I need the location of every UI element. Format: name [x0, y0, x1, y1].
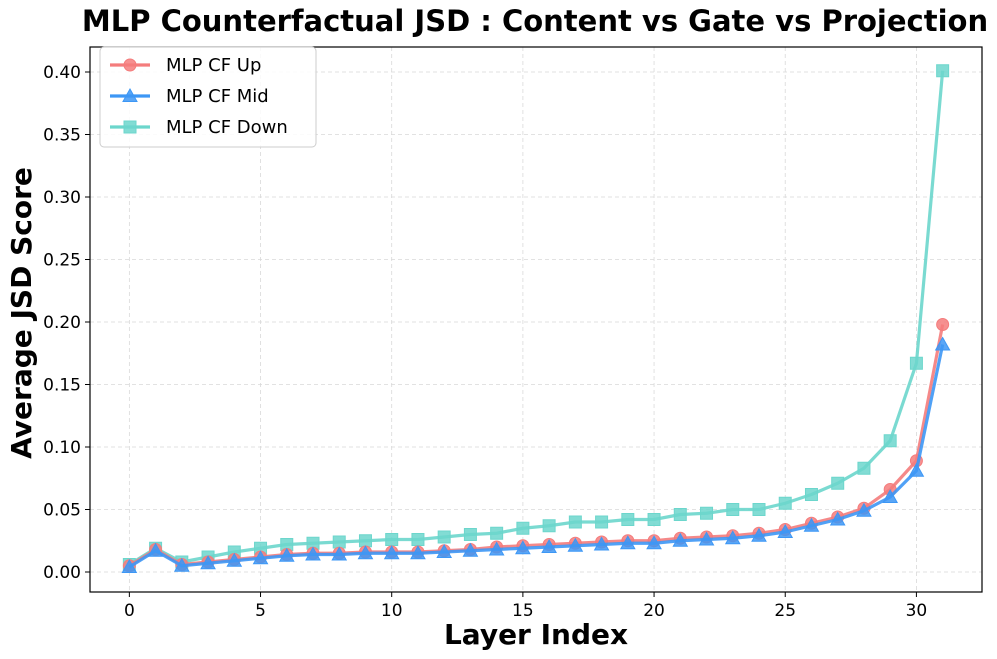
x-tick-label: 20: [643, 601, 665, 621]
data-point-mlp-cf-mid: [488, 541, 505, 556]
data-point-mlp-cf-up: [936, 318, 950, 331]
data-point-mlp-cf-down: [752, 503, 766, 516]
legend-box: [99, 46, 317, 148]
data-point-mlp-cf-mid: [934, 336, 951, 351]
data-point-mlp-cf-mid: [462, 542, 479, 557]
data-point-mlp-cf-mid: [908, 462, 925, 477]
legend-item-mlp-cf-mid: MLP CF Mid: [110, 86, 269, 107]
data-point-mlp-cf-mid: [331, 546, 348, 561]
y-tick-label: 0.20: [43, 313, 81, 333]
data-point-mlp-cf-mid: [777, 523, 794, 538]
legend-label: MLP CF Mid: [166, 86, 269, 107]
data-point-mlp-cf-mid: [567, 537, 584, 552]
data-point-mlp-cf-mid: [147, 542, 164, 557]
data-point-mlp-cf-down: [385, 533, 399, 546]
x-tick-label: 10: [381, 601, 403, 621]
y-axis-label: Average JSD Score: [5, 167, 38, 459]
legend-label: MLP CF Down: [166, 117, 288, 138]
axis-ticks: 0 5 10 15 20 25 30 0.00 0.05 0.10 0.15 0.20 0.25 0.30…: [43, 63, 927, 621]
series-layer: [121, 64, 951, 573]
data-point-mlp-cf-mid: [829, 511, 846, 526]
series-line-mlp-cf-up: [128, 324, 945, 568]
legend-label: MLP CF Up: [166, 55, 261, 76]
series-mlp-cf-mid: [121, 336, 951, 573]
data-point-mlp-cf-mid: [436, 543, 453, 558]
y-tick-label: 0.00: [43, 563, 81, 583]
data-point-mlp-cf-mid: [200, 555, 216, 570]
data-point-mlp-cf-mid: [357, 545, 374, 560]
data-point-mlp-cf-mid: [515, 540, 531, 555]
y-tick-label: 0.10: [43, 438, 81, 458]
x-tick-label: 5: [255, 601, 266, 621]
data-point-mlp-cf-down: [542, 519, 556, 533]
data-point-mlp-cf-mid: [856, 502, 872, 517]
data-point-mlp-cf-down: [804, 488, 818, 501]
data-point-mlp-cf-mid: [698, 531, 715, 546]
series-mlp-cf-up: [122, 318, 950, 573]
data-point-mlp-cf-down: [437, 530, 451, 544]
data-point-mlp-cf-down: [411, 533, 425, 546]
data-point-mlp-cf-mid: [724, 530, 741, 545]
data-point-mlp-cf-down: [595, 515, 609, 529]
data-point-mlp-cf-mid: [252, 550, 269, 565]
data-point-mlp-cf-down: [857, 461, 871, 475]
x-axis-label: Layer Index: [444, 618, 628, 651]
x-tick-label: 30: [906, 601, 928, 621]
data-point-mlp-cf-down: [909, 356, 923, 370]
data-point-mlp-cf-down: [700, 506, 714, 520]
legend-item-mlp-cf-down: MLP CF Down: [110, 117, 288, 138]
data-point-mlp-cf-mid: [619, 535, 636, 550]
legend-marker: [123, 120, 137, 134]
x-tick-label: 0: [124, 601, 135, 621]
y-tick-label: 0.15: [43, 376, 81, 396]
legend-marker: [122, 87, 138, 102]
y-tick-label: 0.35: [43, 126, 81, 146]
data-point-mlp-cf-down: [726, 503, 740, 516]
data-point-mlp-cf-mid: [751, 527, 767, 542]
data-point-mlp-cf-down: [568, 515, 582, 529]
data-point-mlp-cf-down: [831, 476, 845, 490]
data-point-mlp-cf-mid: [410, 545, 426, 560]
data-point-mlp-cf-down: [936, 64, 950, 78]
data-point-mlp-cf-down: [778, 496, 792, 510]
data-point-mlp-cf-mid: [173, 557, 190, 572]
data-point-mlp-cf-down: [647, 513, 661, 526]
y-tick-label: 0.05: [43, 501, 81, 521]
data-point-mlp-cf-mid: [672, 532, 689, 547]
y-tick-label: 0.30: [43, 188, 81, 208]
plot-frame: [89, 46, 983, 593]
data-point-mlp-cf-mid: [593, 536, 610, 551]
legend: MLP CF Up MLP CF Mid MLP CF Down: [99, 46, 317, 148]
data-point-mlp-cf-down: [463, 528, 477, 541]
x-tick-label: 15: [512, 601, 534, 621]
data-point-mlp-cf-mid: [882, 488, 899, 503]
data-point-mlp-cf-mid: [646, 535, 662, 550]
y-tick-label: 0.40: [43, 63, 81, 83]
data-point-mlp-cf-down: [358, 534, 372, 548]
data-point-mlp-cf-mid: [305, 546, 321, 561]
legend-marker: [123, 58, 137, 72]
data-point-mlp-cf-down: [673, 508, 687, 521]
data-point-mlp-cf-mid: [541, 538, 557, 553]
x-tick-label: 25: [774, 601, 796, 621]
data-point-mlp-cf-down: [883, 434, 897, 448]
chart-title: MLP Counterfactual JSD : Content vs Gate…: [82, 4, 988, 38]
data-point-mlp-cf-down: [490, 526, 504, 540]
series-mlp-cf-down: [122, 64, 950, 571]
data-point-mlp-cf-down: [621, 513, 635, 526]
legend-item-mlp-cf-up: MLP CF Up: [110, 55, 261, 76]
data-point-mlp-cf-mid: [226, 552, 243, 567]
data-point-mlp-cf-down: [516, 521, 530, 535]
data-point-mlp-cf-mid: [278, 547, 295, 562]
series-line-mlp-cf-mid: [128, 344, 945, 569]
y-tick-label: 0.25: [43, 251, 81, 271]
data-point-mlp-cf-down: [332, 535, 346, 549]
data-point-mlp-cf-mid: [383, 545, 400, 560]
data-point-mlp-cf-mid: [121, 558, 138, 573]
data-point-mlp-cf-mid: [803, 517, 820, 532]
